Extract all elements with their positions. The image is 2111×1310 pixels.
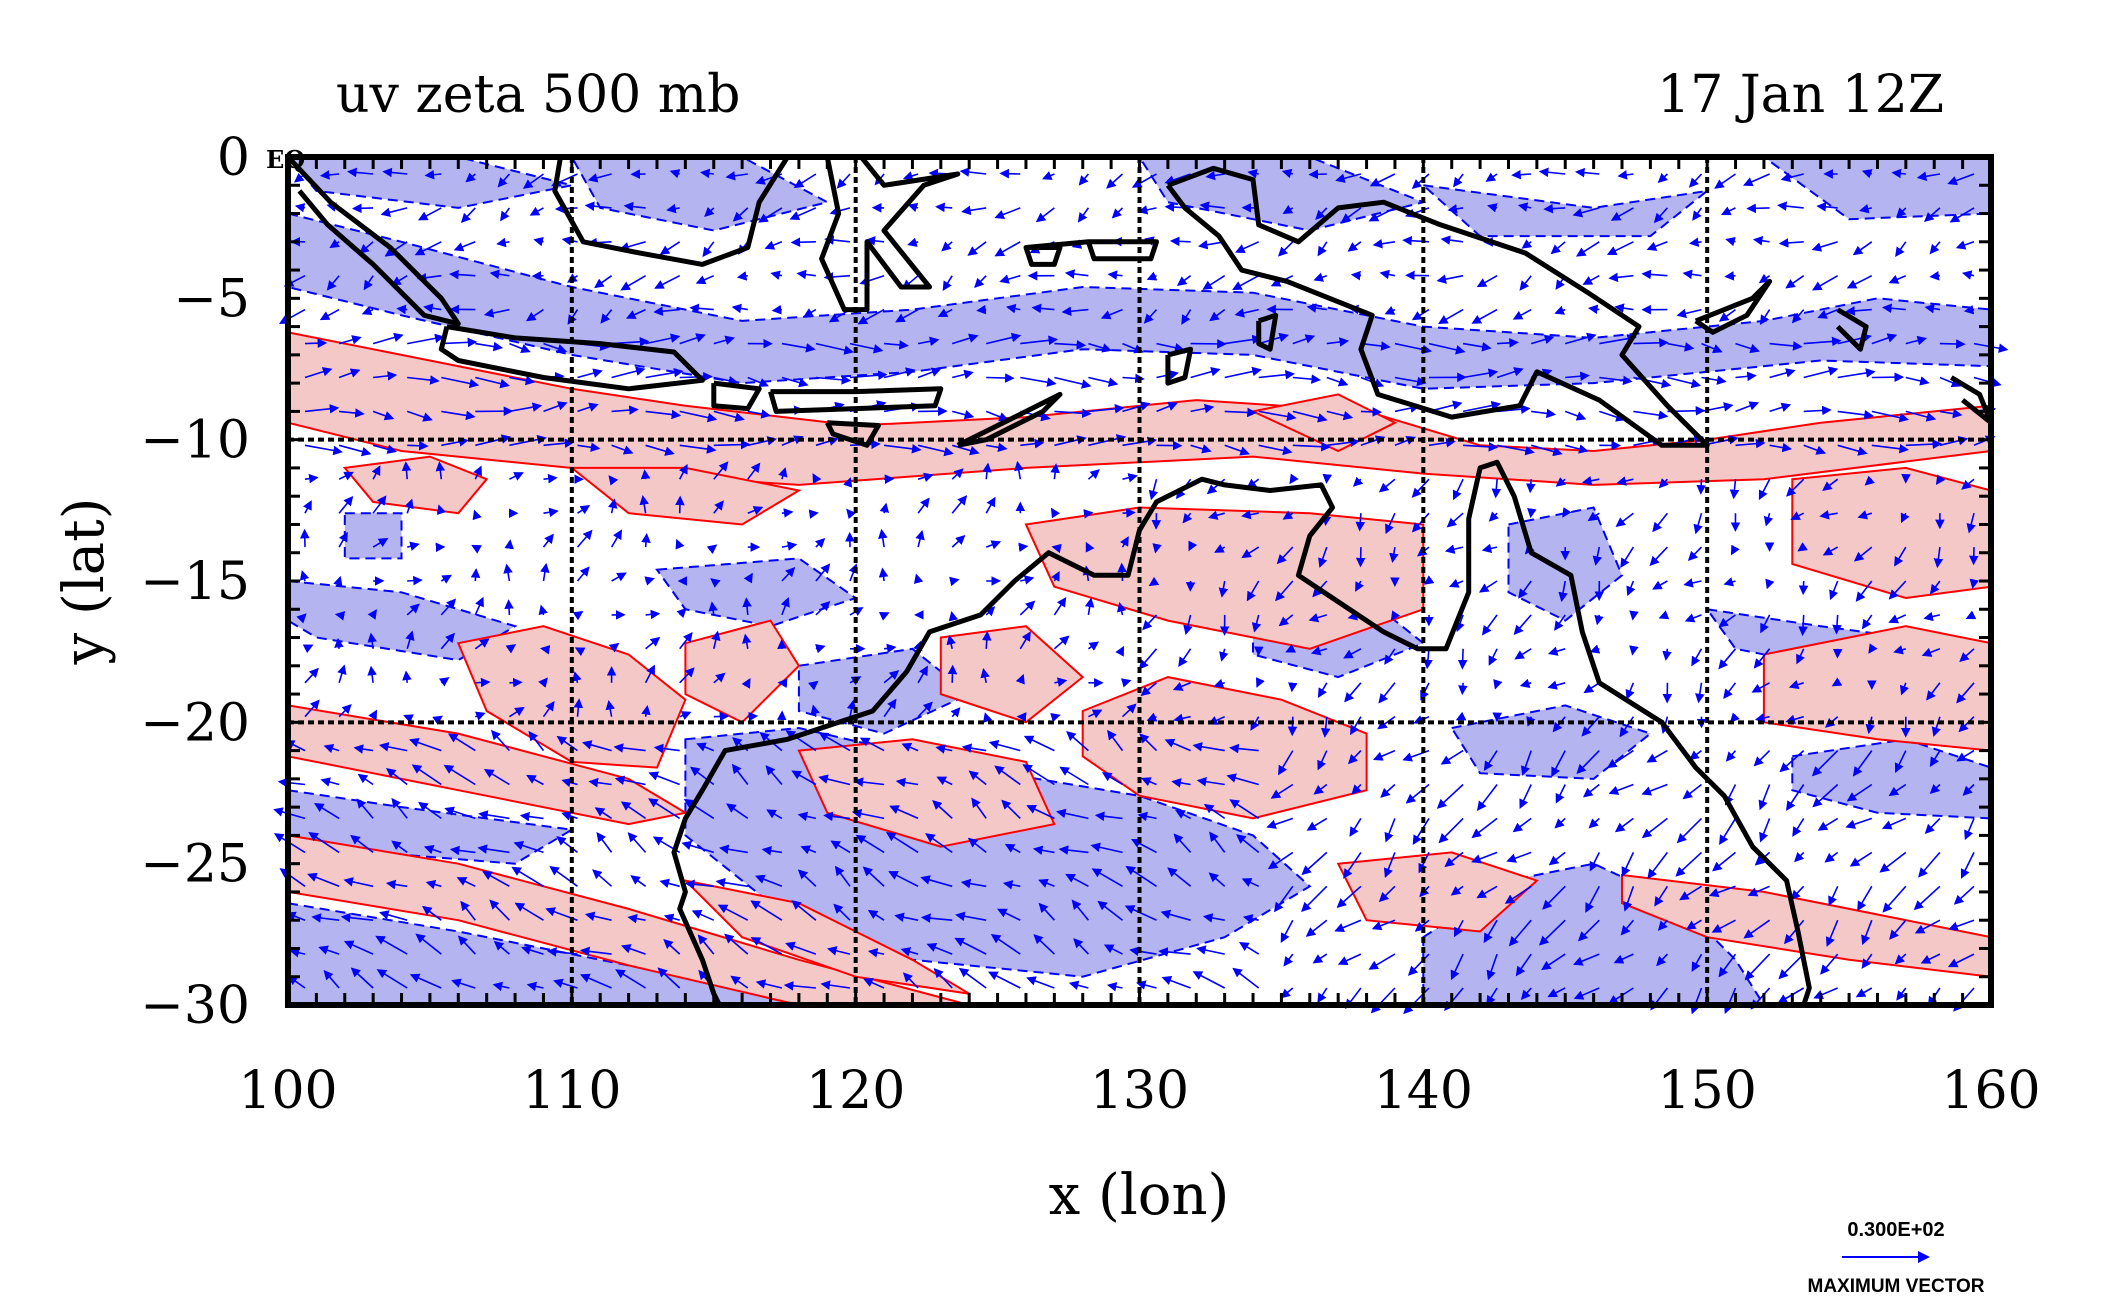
wind-vector — [1633, 343, 1667, 344]
negative-vorticity-area-19 — [345, 513, 402, 558]
equator-label: EQ — [266, 145, 305, 174]
x-tick-label: 140 — [1374, 1061, 1473, 1121]
wind-vector — [1726, 276, 1736, 277]
y-tick-label: 0 — [217, 128, 250, 188]
wind-vector — [576, 648, 577, 649]
wind-vector — [1701, 479, 1702, 493]
wind-vector — [398, 309, 407, 310]
wind-vector — [509, 682, 521, 683]
wind-vector — [509, 541, 510, 547]
wind-vector — [1803, 581, 1804, 594]
title-right: 17 Jan 12Z — [1657, 65, 1944, 125]
vector-legend: 0.300E+02 MAXIMUM VECTOR — [1808, 1219, 1985, 1297]
wind-vector — [407, 580, 421, 581]
wind-vector — [1940, 344, 1964, 345]
wind-vector — [1462, 683, 1463, 694]
y-tick-label: −20 — [140, 693, 250, 753]
wind-vector — [986, 633, 987, 649]
y-tick-label: −10 — [140, 411, 250, 471]
wind-vector — [1530, 479, 1531, 491]
wind-vector — [1310, 174, 1327, 175]
wind-vector — [748, 716, 757, 717]
y-axis-label: y (lat) — [52, 498, 117, 666]
wind-vector — [339, 577, 340, 581]
wind-vector — [680, 497, 681, 513]
x-tick-label: 160 — [1941, 1061, 2040, 1121]
wind-vector — [1123, 647, 1124, 649]
legend-value: 0.300E+02 — [1847, 1219, 1944, 1241]
wind-vector — [1803, 615, 1804, 635]
wind-vector — [305, 614, 306, 615]
wind-vector — [475, 511, 476, 513]
wind-vector — [986, 378, 1013, 379]
wind-vector — [1361, 411, 1381, 412]
y-tick-label: −25 — [140, 835, 250, 895]
title-left: uv zeta 500 mb — [336, 65, 740, 125]
wind-vector — [1748, 208, 1770, 209]
wind-vector — [816, 682, 817, 683]
wind-vector — [773, 310, 782, 311]
x-tick-label: 150 — [1658, 1061, 1757, 1121]
wind-vector — [407, 445, 427, 446]
wind-vector — [1531, 513, 1532, 516]
wind-vector — [1172, 241, 1191, 242]
wind-vector — [305, 343, 326, 344]
wind-vector — [1633, 649, 1634, 654]
wind-vector — [792, 242, 816, 243]
y-tick-label: −15 — [140, 552, 250, 612]
wind-vector — [1020, 546, 1027, 547]
wind-vector — [1352, 275, 1361, 276]
y-tick-label: −30 — [140, 976, 250, 1036]
x-axis-ticks: 100 110 120 130 140 150 160 — [238, 1061, 2040, 1121]
wind-vector — [1122, 564, 1123, 581]
wind-vector — [475, 570, 476, 581]
wind-vector — [475, 682, 489, 683]
x-tick-label: 110 — [522, 1061, 621, 1121]
y-axis-ticks: 0 −5 −10 −15 −20 −25 −30 — [140, 128, 250, 1036]
x-tick-label: 100 — [238, 1061, 337, 1121]
x-tick-label: 120 — [806, 1061, 905, 1121]
wind-vector — [1931, 276, 1940, 277]
wind-vector — [714, 444, 749, 445]
wind-vector — [509, 601, 510, 615]
wind-vector — [1156, 547, 1157, 552]
wind-vector — [1633, 615, 1634, 619]
x-axis-label: x (lon) — [1049, 1163, 1230, 1228]
wind-vector — [405, 716, 408, 717]
wind-vector — [978, 310, 986, 311]
wind-vector — [952, 666, 953, 683]
wind-vector — [336, 614, 339, 615]
wind-vector — [1123, 513, 1135, 514]
wind-vector — [645, 471, 646, 479]
wind-vector — [354, 208, 374, 209]
wind-vector — [985, 714, 986, 717]
wind-vector — [406, 672, 407, 683]
wind-vector — [952, 613, 953, 615]
x-tick-label: 130 — [1090, 1061, 1189, 1121]
wind-vector — [646, 535, 647, 548]
wind-vector — [1001, 173, 1020, 174]
legend-caption: MAXIMUM VECTOR — [1808, 1276, 1985, 1297]
wind-vector — [338, 640, 339, 649]
wind-vector — [1088, 513, 1092, 514]
y-tick-label: −5 — [173, 269, 250, 329]
wind-vector — [1462, 649, 1463, 668]
wind-vector — [1292, 683, 1293, 691]
wind-vector — [1292, 717, 1293, 735]
wind-vector — [714, 716, 728, 717]
